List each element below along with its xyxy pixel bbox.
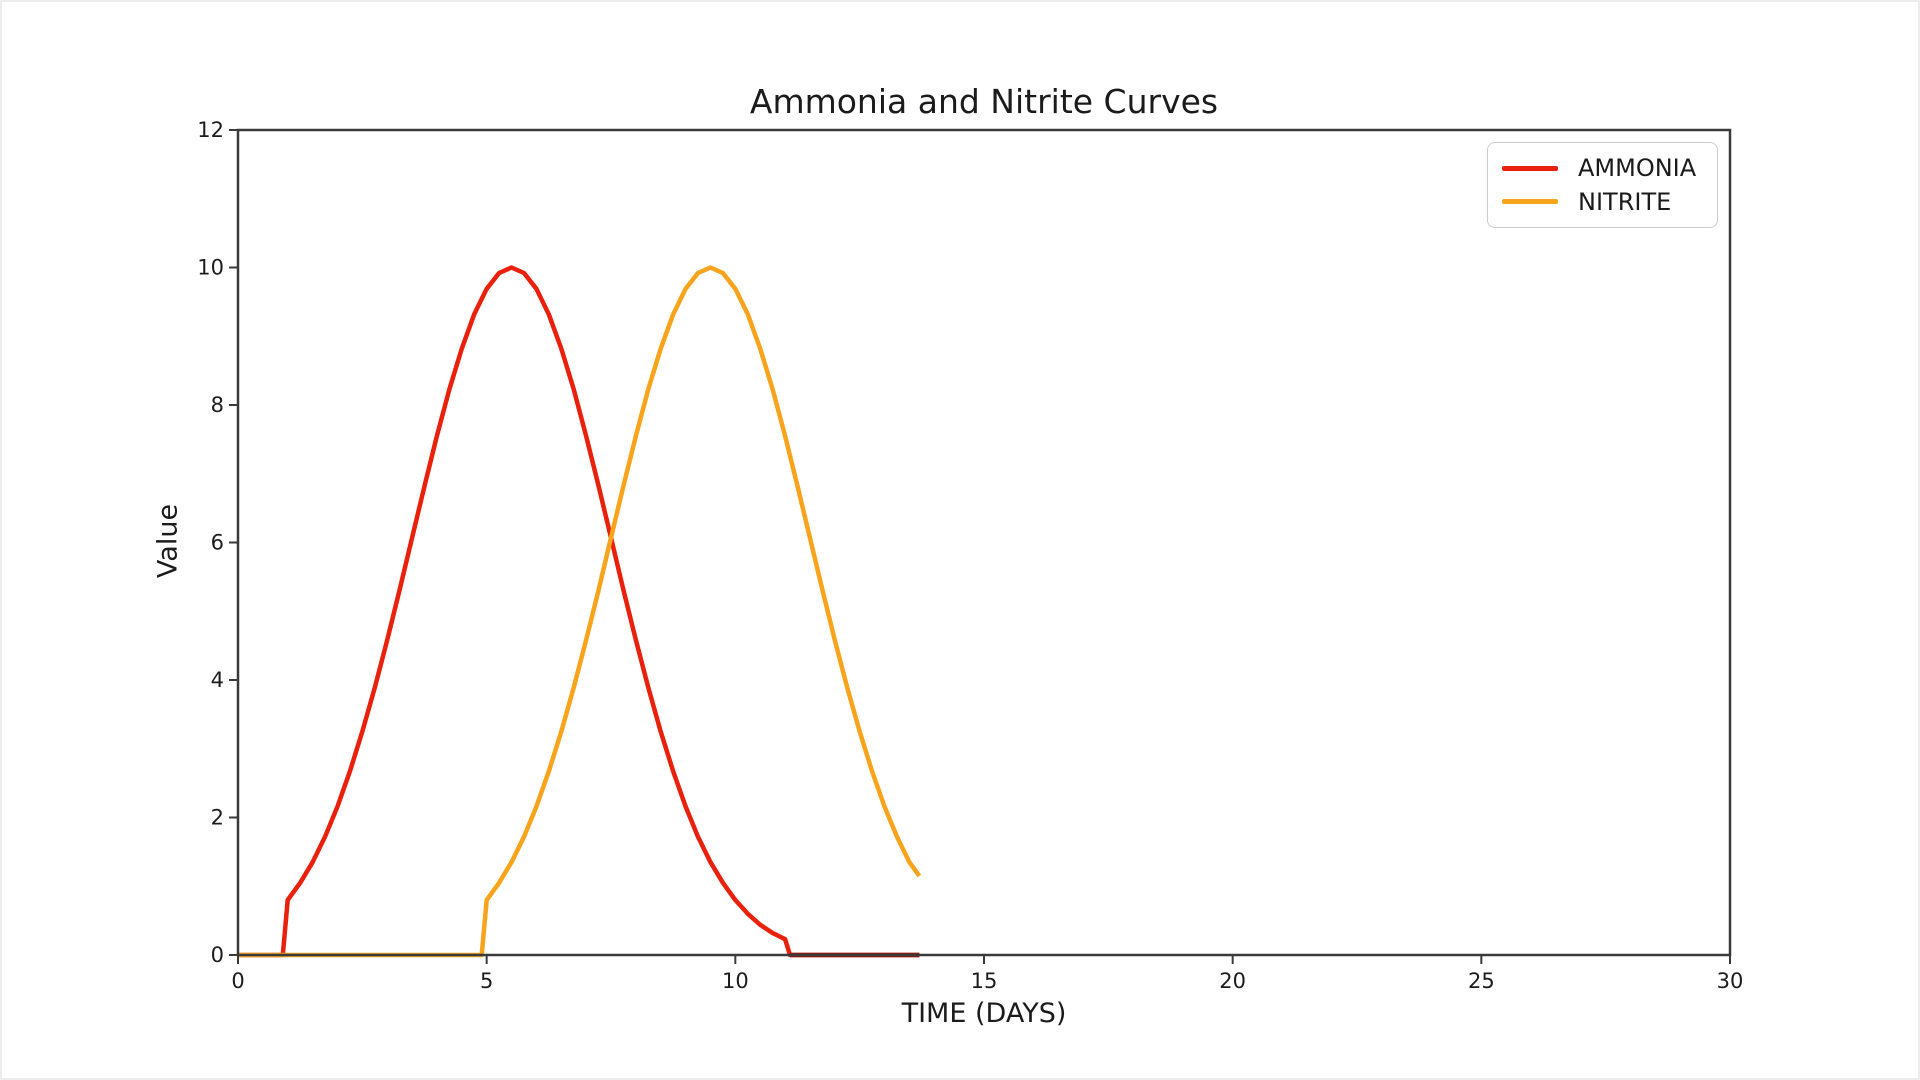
x-tick-label: 20: [1219, 969, 1246, 993]
legend-label-ammonia: AMMONIA: [1578, 154, 1697, 183]
x-tick-label: 25: [1468, 969, 1495, 993]
x-tick-label: 0: [231, 969, 244, 993]
series-line-ammonia: [238, 265, 920, 958]
y-tick-label: 8: [211, 393, 224, 417]
y-tick-label: 4: [211, 668, 224, 692]
x-tick-label: 5: [480, 969, 493, 993]
y-tick-label: 2: [211, 806, 224, 830]
y-tick-label: 0: [211, 943, 224, 967]
chart-title: Ammonia and Nitrite Curves: [749, 82, 1219, 121]
legend-entry-nitrite: NITRITE: [1502, 188, 1703, 216]
x-tick-label: 15: [971, 969, 998, 993]
x-axis-label: TIME (DAYS): [901, 998, 1067, 1029]
y-tick-label: 10: [197, 256, 224, 280]
legend: AMMONIA NITRITE: [1487, 142, 1718, 228]
y-tick-label: 6: [211, 531, 224, 555]
ammonia-line-swatch: [1502, 166, 1558, 171]
axes-border: [236, 128, 1732, 957]
legend-entry-ammonia: AMMONIA: [1502, 154, 1703, 182]
series-line-nitrite: [238, 265, 922, 958]
x-tick-label: 10: [722, 969, 749, 993]
nitrite-line-swatch: [1502, 199, 1558, 204]
legend-label-nitrite: NITRITE: [1578, 187, 1672, 216]
y-axis-label: Value: [152, 503, 184, 579]
y-tick-label: 12: [197, 118, 224, 142]
x-tick-label: 30: [1717, 969, 1744, 993]
